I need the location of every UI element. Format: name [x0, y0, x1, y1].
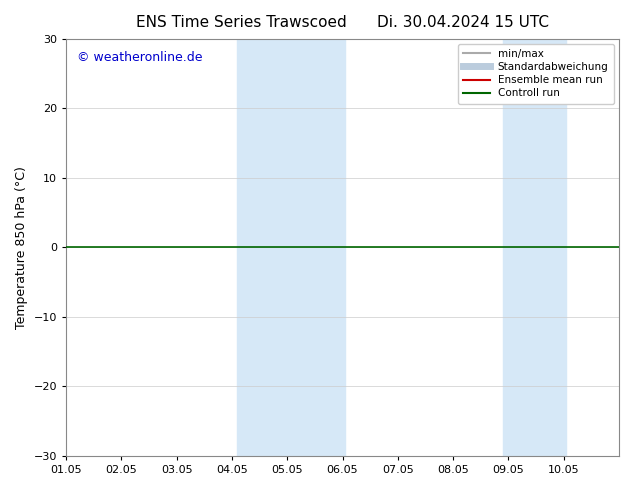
Text: © weatheronline.de: © weatheronline.de — [77, 51, 203, 64]
Bar — [503, 39, 566, 456]
Text: Di. 30.04.2024 15 UTC: Di. 30.04.2024 15 UTC — [377, 15, 549, 30]
Legend: min/max, Standardabweichung, Ensemble mean run, Controll run: min/max, Standardabweichung, Ensemble me… — [458, 44, 614, 103]
Text: ENS Time Series Trawscoed: ENS Time Series Trawscoed — [136, 15, 346, 30]
Y-axis label: Temperature 850 hPa (°C): Temperature 850 hPa (°C) — [15, 166, 28, 329]
Bar — [238, 39, 346, 456]
